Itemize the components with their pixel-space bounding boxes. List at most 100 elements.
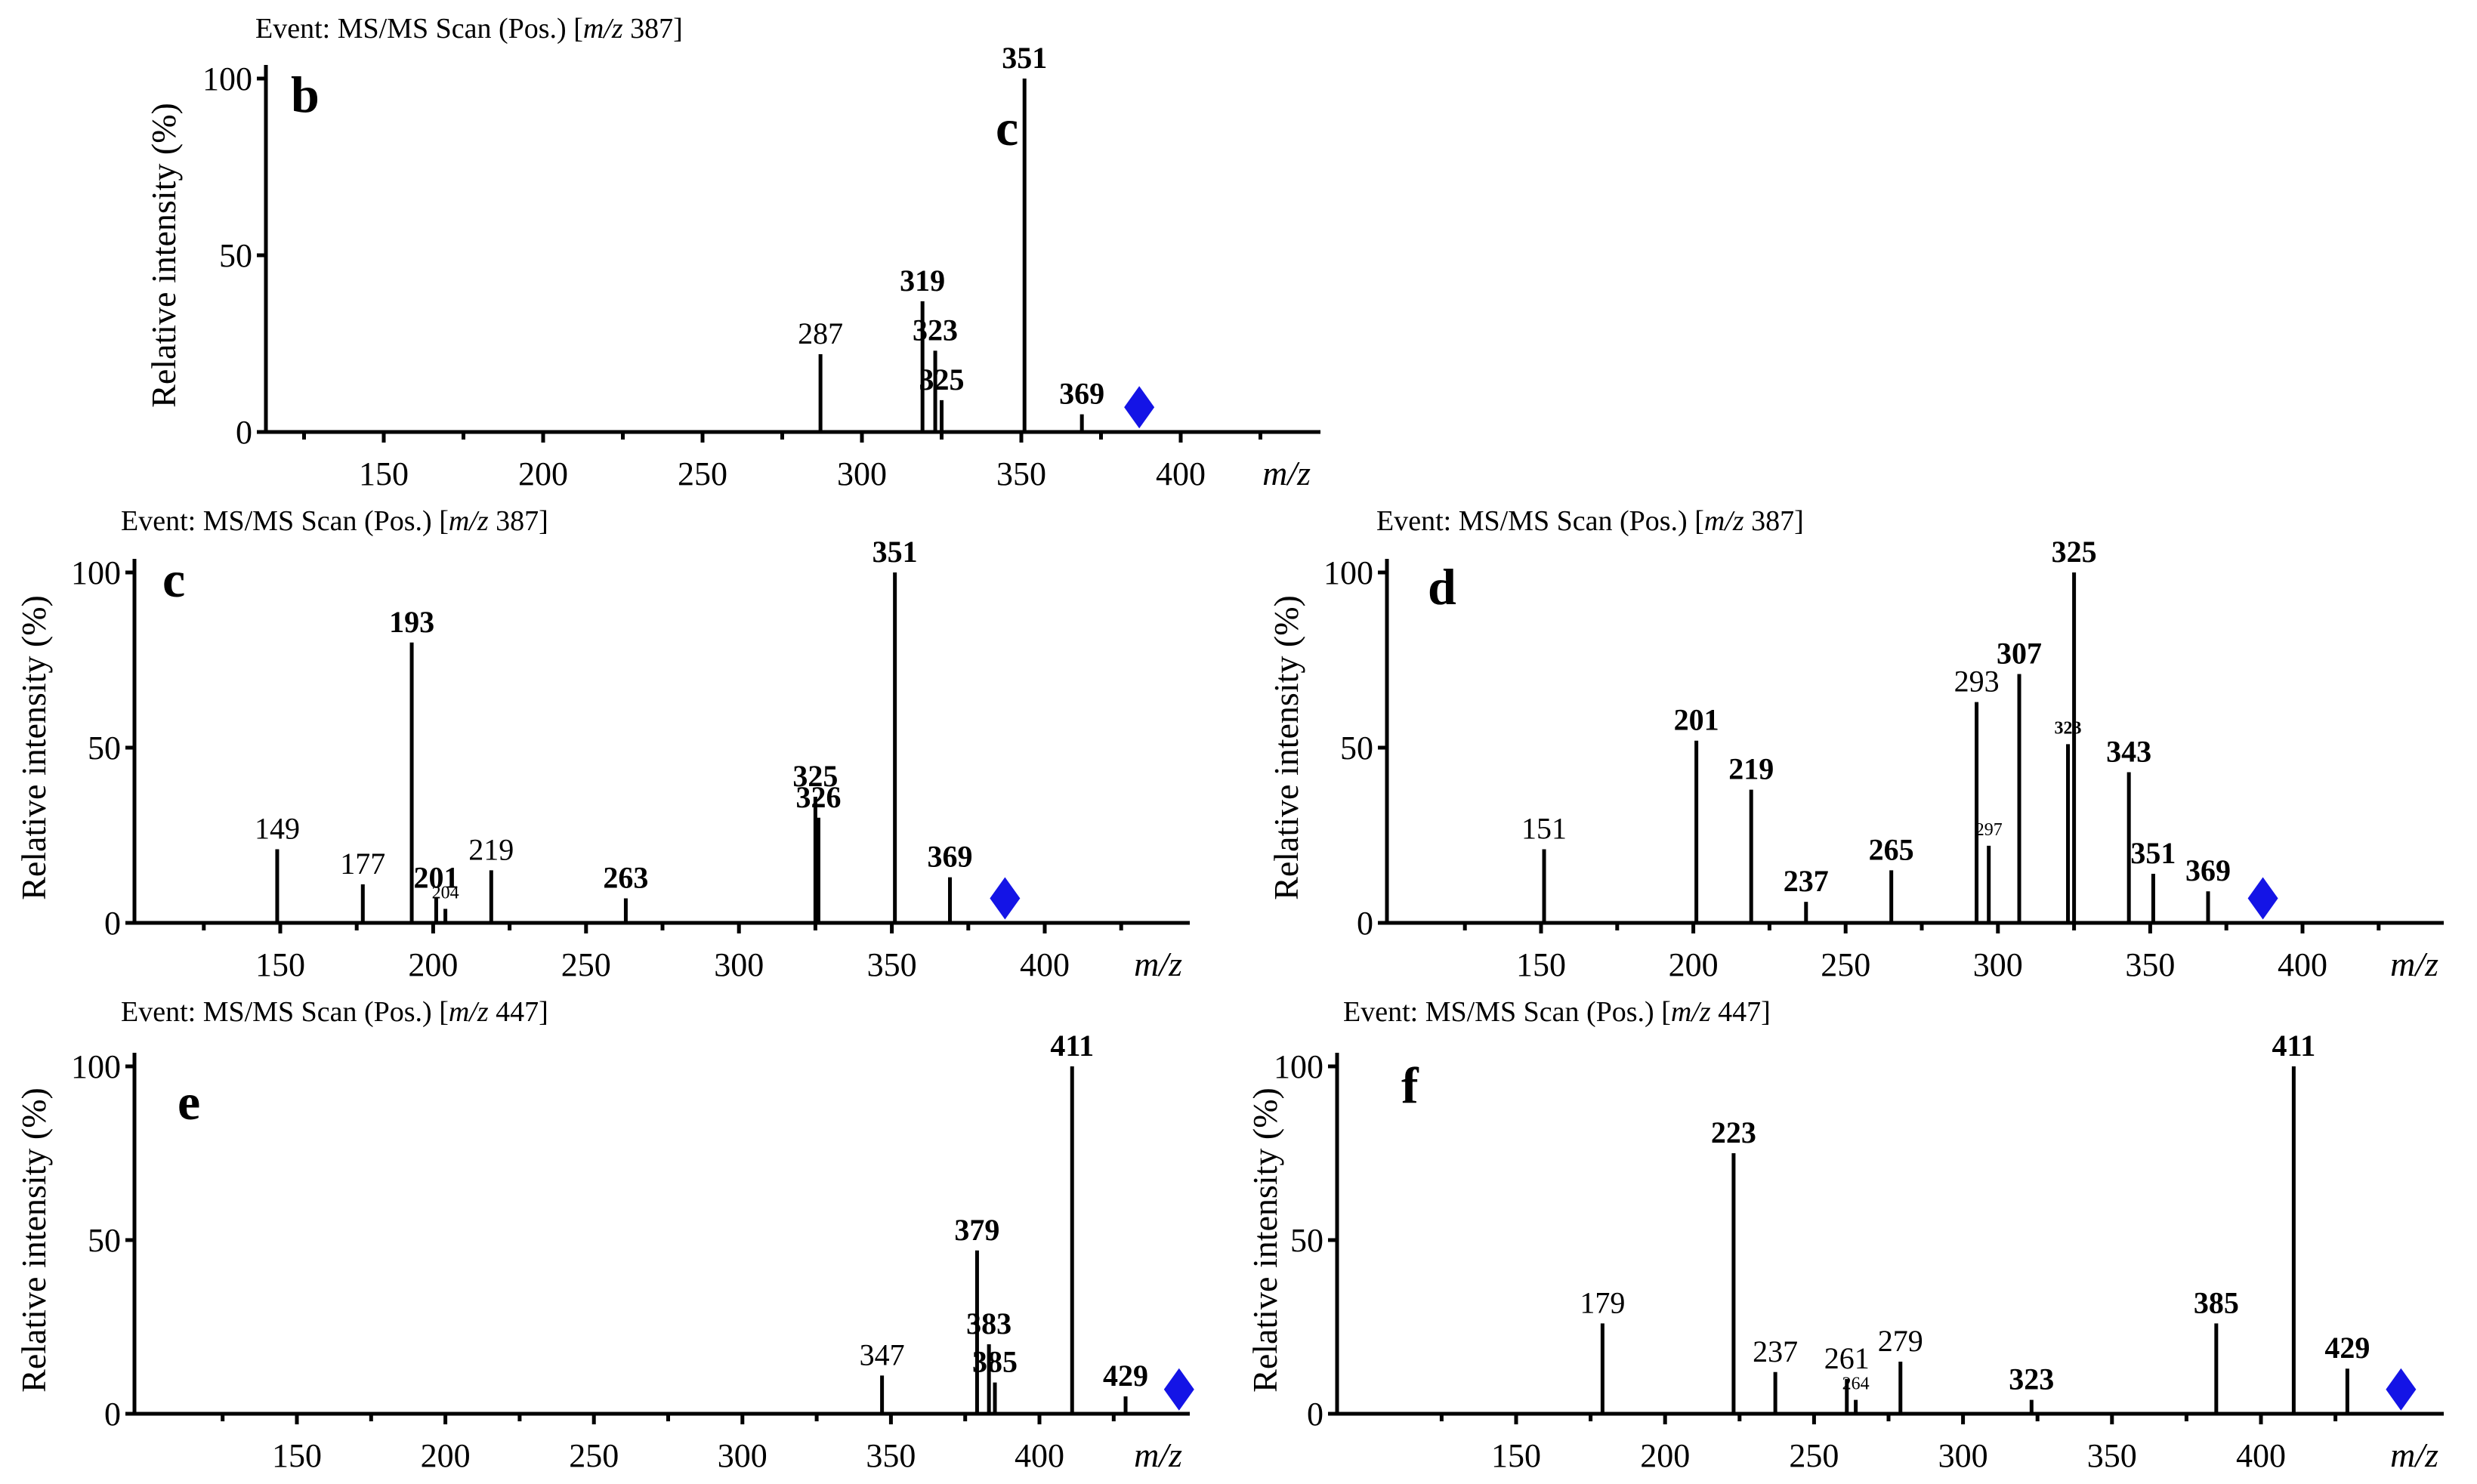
x-tick-label: 200 (408, 946, 458, 983)
peak-label: 323 (2055, 718, 2082, 738)
peak-label: 325 (792, 759, 838, 793)
panel-letter: d (1428, 558, 1456, 616)
panel-letter: b (291, 66, 320, 123)
x-tick-label: 300 (837, 455, 887, 492)
precursor-diamond-marker (990, 877, 1021, 920)
x-tick-label: 400 (2278, 946, 2327, 983)
x-axis-label: m/z (2390, 945, 2438, 983)
y-tick-label: 100 (1274, 1048, 1323, 1085)
x-tick-label: 300 (714, 946, 764, 983)
y-tick-label: 0 (1357, 905, 1373, 942)
x-tick-label: 350 (2125, 946, 2175, 983)
spectrum-event-title: Event: MS/MS Scan (Pos.) [m/z 447] (1343, 996, 1771, 1028)
peak-label: 429 (1103, 1359, 1148, 1393)
peak-label: 319 (900, 264, 945, 298)
spectrum-event-title: Event: MS/MS Scan (Pos.) [m/z 387] (255, 13, 683, 45)
spectrum-panel-c: Event: MS/MS Scan (Pos.) [m/z 387] 0 50 100… (14, 505, 1190, 983)
x-tick-label: 250 (678, 455, 727, 492)
peak-label: 237 (1784, 864, 1829, 898)
x-tick-label: 350 (996, 455, 1046, 492)
peak-label: 326 (795, 780, 841, 814)
x-tick-label: 200 (1640, 1437, 1690, 1474)
y-tick-label: 0 (236, 414, 252, 451)
peak-label: 383 (966, 1307, 1011, 1341)
panel-letter: f (1401, 1057, 1419, 1114)
x-tick-label: 350 (2087, 1437, 2137, 1474)
x-axis-label: m/z (1134, 945, 1182, 983)
peak-label: 351 (873, 535, 918, 569)
peak-label: 261 (1824, 1341, 1870, 1375)
peak-label: 201 (1674, 703, 1719, 737)
x-axis-label: m/z (2390, 1436, 2438, 1474)
peak-label: 323 (2009, 1362, 2054, 1396)
spectrum-event-title: Event: MS/MS Scan (Pos.) [m/z 447] (121, 996, 548, 1028)
peak-label: 179 (1580, 1285, 1625, 1319)
peak-label: 351 (2130, 836, 2176, 870)
peak-label: 369 (1059, 377, 1104, 411)
peak-label: 177 (340, 847, 385, 881)
y-tick-label: 50 (1340, 730, 1373, 767)
y-tick-label: 50 (88, 1222, 121, 1259)
spectrum-panel-f: Event: MS/MS Scan (Pos.) [m/z 447] 0 50 100… (1246, 996, 2444, 1474)
peak-label: 323 (913, 313, 958, 347)
y-tick-label: 50 (219, 237, 252, 274)
precursor-diamond-marker (1124, 386, 1155, 429)
panel-letter: e (178, 1073, 200, 1131)
peak-label: 263 (603, 861, 648, 895)
peak-label: 219 (468, 832, 514, 866)
spectrum-panel-e: Event: MS/MS Scan (Pos.) [m/z 447] 0 50 100… (14, 996, 1194, 1474)
x-tick-label: 400 (2236, 1437, 2286, 1474)
y-tick-label: 50 (88, 730, 121, 767)
x-axis-label: m/z (1262, 454, 1311, 492)
y-axis-label: Relative intensity (%) (14, 1088, 53, 1393)
x-tick-label: 150 (255, 946, 305, 983)
x-tick-label: 200 (1669, 946, 1719, 983)
x-tick-label: 250 (1821, 946, 1870, 983)
y-tick-label: 0 (104, 905, 121, 942)
peak-label: 385 (972, 1345, 1018, 1379)
x-tick-label: 150 (272, 1437, 322, 1474)
y-tick-label: 100 (1323, 554, 1373, 591)
precursor-diamond-marker (1163, 1368, 1194, 1411)
y-tick-label: 100 (71, 554, 121, 591)
y-tick-label: 100 (71, 1048, 121, 1085)
peak-label: 351 (1002, 41, 1047, 75)
peak-label: 293 (1954, 665, 2000, 699)
peak-label: 264 (1842, 1374, 1870, 1394)
peak-label: 151 (1521, 812, 1567, 846)
peak-label: 385 (2194, 1285, 2239, 1319)
panel-inset-letter: c (996, 99, 1018, 156)
peak-label: 369 (928, 840, 973, 874)
spectrum-panel-d: Event: MS/MS Scan (Pos.) [m/z 387] 0 50 100… (1267, 505, 2444, 983)
x-tick-label: 250 (561, 946, 611, 983)
precursor-diamond-marker (2247, 877, 2278, 920)
peak-label: 347 (860, 1337, 905, 1371)
x-tick-label: 300 (718, 1437, 767, 1474)
peak-label: 379 (954, 1213, 999, 1247)
y-axis-label: Relative intensity (%) (1267, 595, 1305, 900)
peak-label: 343 (2106, 734, 2151, 768)
y-tick-label: 0 (1307, 1396, 1323, 1433)
x-tick-label: 300 (1973, 946, 2023, 983)
precursor-diamond-marker (2386, 1368, 2417, 1411)
x-tick-label: 350 (866, 1437, 916, 1474)
y-tick-label: 50 (1290, 1222, 1323, 1259)
peak-label: 325 (2052, 535, 2097, 569)
y-axis-label: Relative intensity (%) (1246, 1088, 1284, 1393)
spectrum-event-title: Event: MS/MS Scan (Pos.) [m/z 387] (1376, 505, 1804, 537)
peak-label: 297 (1975, 820, 2003, 840)
peak-label: 149 (255, 812, 300, 846)
x-tick-label: 150 (1516, 946, 1566, 983)
peak-label: 325 (919, 363, 965, 396)
x-tick-label: 400 (1015, 1437, 1064, 1474)
y-axis-label: Relative intensity (%) (144, 103, 183, 408)
y-axis-label: Relative intensity (%) (14, 595, 53, 900)
x-axis-label: m/z (1134, 1436, 1182, 1474)
x-tick-label: 250 (1789, 1437, 1839, 1474)
x-tick-label: 150 (359, 455, 409, 492)
spectrum-panel-b: Event: MS/MS Scan (Pos.) [m/z 387] 0 50 100… (144, 13, 1320, 492)
peak-label: 287 (798, 316, 843, 350)
peak-label: 201 (413, 861, 459, 895)
x-tick-label: 400 (1156, 455, 1206, 492)
